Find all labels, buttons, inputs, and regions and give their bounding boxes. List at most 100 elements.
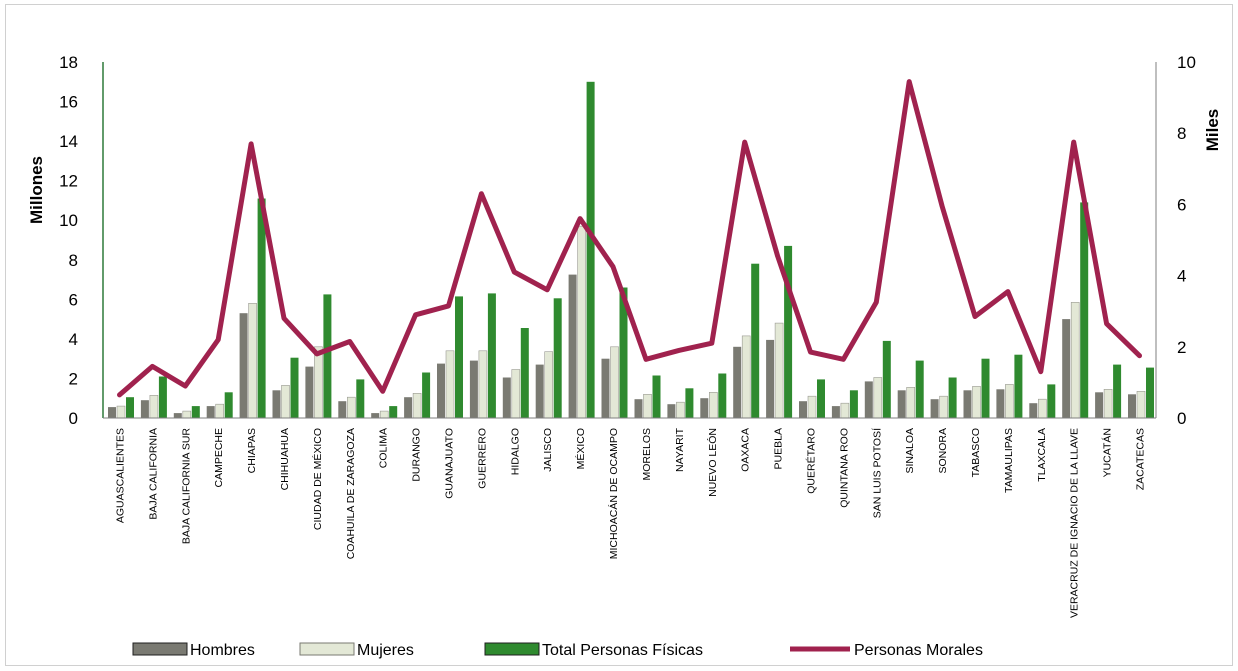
bar-mujeres <box>1038 398 1047 419</box>
bar-hombres <box>305 366 314 418</box>
bar-mujeres <box>314 346 323 419</box>
bar-hombres <box>173 413 182 418</box>
bar-total-personas-fisicas <box>1113 364 1122 418</box>
bar-total-personas-fisicas <box>1014 354 1023 418</box>
bar-hombres <box>371 413 380 418</box>
bar-hombres <box>930 399 939 418</box>
bar-mujeres <box>1070 301 1080 419</box>
bar-mujeres <box>149 394 159 419</box>
y-left-tick-label: 10 <box>59 211 78 230</box>
bar-hombres <box>799 401 807 418</box>
chart-frame <box>5 4 1233 666</box>
bar-mujeres <box>972 386 981 419</box>
bar-total-personas-fisicas <box>586 81 595 419</box>
bar-hombres <box>700 398 709 418</box>
x-category-label: YUCATÁN <box>1101 428 1114 477</box>
y-right-tick-label: 2 <box>1177 338 1186 357</box>
bar-hombres <box>831 406 840 418</box>
bar-mujeres <box>248 302 257 419</box>
bar-hombres <box>1095 392 1104 418</box>
bar-mujeres <box>116 405 126 419</box>
bar-hombres <box>996 389 1005 418</box>
x-category-label: PUEBLA <box>773 428 785 469</box>
bar-hombres <box>206 406 215 418</box>
legend-label: Hombres <box>190 642 255 659</box>
bar-total-personas-fisicas <box>1146 367 1154 418</box>
y-left-tick-label: 6 <box>69 290 78 309</box>
x-category-label: JALISCO <box>542 428 554 472</box>
bar-mujeres <box>1103 388 1113 419</box>
x-category-label: GUERRERO <box>476 428 488 489</box>
bar-total-personas-fisicas <box>191 406 200 418</box>
bar-total-personas-fisicas <box>1080 202 1089 418</box>
bar-hombres <box>897 390 906 418</box>
x-category-label: BAJA CALIFORNIA <box>147 428 159 520</box>
bar-hombres <box>667 404 676 418</box>
x-category-label: CIUDAD DE MÉXICO <box>311 428 324 530</box>
legend-swatch <box>484 642 540 656</box>
y-left-tick-label: 4 <box>69 330 78 349</box>
bar-total-personas-fisicas <box>751 263 760 418</box>
x-category-label: AGUASCALIENTES <box>115 428 127 523</box>
line-personas-morales <box>117 79 1142 398</box>
x-category-label: SAN LUIS POTOSÍ <box>870 428 883 518</box>
bar-mujeres <box>939 395 948 419</box>
bar-hombres <box>437 363 445 418</box>
y-left-tick-label: 12 <box>59 172 78 191</box>
x-category-label: COAHUILA DE ZARAGOZA <box>345 428 357 559</box>
x-category-label: HIDALGO <box>509 428 521 475</box>
bar-mujeres <box>807 395 817 419</box>
bar-total-personas-fisicas <box>915 360 924 418</box>
x-category-label: NAYARIT <box>674 427 686 472</box>
x-category-label: ZACATECAS <box>1135 428 1147 490</box>
x-category-label: QUINTANA ROO <box>838 428 850 508</box>
bar-hombres <box>1128 394 1136 418</box>
bar-total-personas-fisicas <box>422 372 431 418</box>
bar-total-personas-fisicas <box>257 198 266 418</box>
bar-hombres <box>108 407 116 418</box>
bar-total-personas-fisicas <box>817 379 825 418</box>
bar-hombres <box>1062 319 1071 418</box>
bar-mujeres <box>445 350 455 419</box>
x-category-label: TLAXCALA <box>1036 428 1048 482</box>
bar-total-personas-fisicas <box>126 397 134 418</box>
bar-mujeres <box>215 403 224 419</box>
bar-total-personas-fisicas <box>849 390 858 418</box>
bar-total-personas-fisicas <box>520 328 529 418</box>
bar-hombres <box>502 377 511 418</box>
bar-total-personas-fisicas <box>158 376 167 418</box>
y-right-tick-label: 10 <box>1177 53 1196 72</box>
bar-hombres <box>338 401 347 418</box>
y-right-tick-label: 4 <box>1177 267 1186 286</box>
x-category-label: TABASCO <box>970 428 982 477</box>
x-category-label: CHIHUAHUA <box>279 428 291 490</box>
bar-total-personas-fisicas <box>224 392 233 418</box>
bar-hombres <box>568 274 577 418</box>
x-category-label: COLIMA <box>378 428 390 468</box>
bar-total-personas-fisicas <box>389 406 398 418</box>
bar-mujeres <box>511 369 521 419</box>
y-left-tick-label: 0 <box>69 409 78 428</box>
bar-mujeres <box>1005 384 1014 419</box>
bar-hombres <box>1029 403 1038 418</box>
bar-hombres <box>733 346 742 418</box>
bar-mujeres <box>281 385 290 419</box>
y-left-tick-label: 14 <box>59 132 78 151</box>
legend-label: Personas Morales <box>854 642 983 659</box>
bar-hombres <box>404 397 413 418</box>
x-category-label: GUANAJUATO <box>444 428 456 499</box>
bar-total-personas-fisicas <box>784 245 793 418</box>
bar-hombres <box>469 360 478 418</box>
bar-mujeres <box>840 402 850 419</box>
x-category-label: QUERÉTARO <box>805 428 818 494</box>
x-category-label: NUEVO LEÓN <box>706 428 719 497</box>
bar-hombres <box>766 339 775 418</box>
bar-hombres <box>140 400 149 418</box>
bar-mujeres <box>708 391 718 419</box>
bar-total-personas-fisicas <box>619 287 628 418</box>
bar-total-personas-fisicas <box>718 373 727 418</box>
bar-mujeres <box>1136 390 1146 419</box>
legend-swatch <box>132 642 188 656</box>
bar-total-personas-fisicas <box>882 340 891 418</box>
